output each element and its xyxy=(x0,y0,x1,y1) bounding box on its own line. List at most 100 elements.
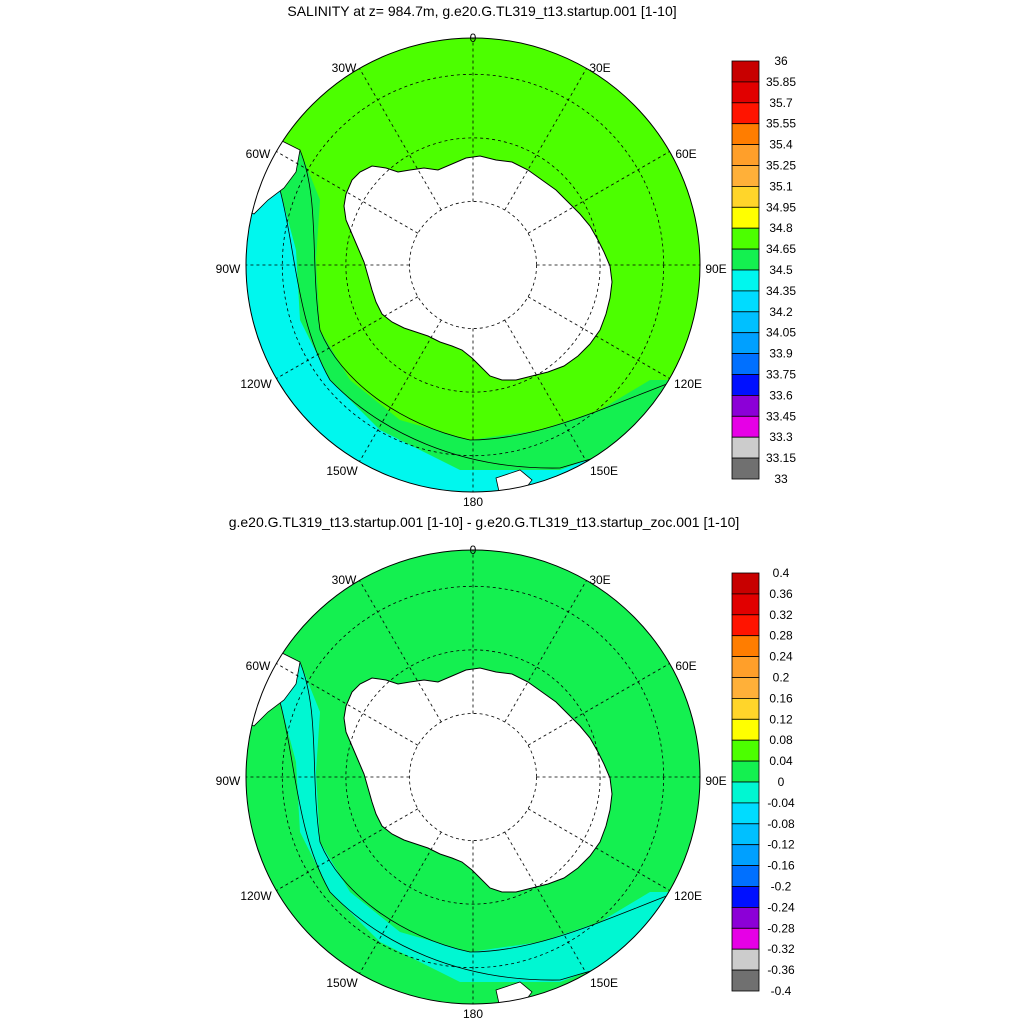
longitude-label: 30W xyxy=(332,573,357,587)
colorbar-swatch xyxy=(731,593,760,616)
bottom-map-title: g.e20.G.TL319_t13.startup.001 [1-10] - g… xyxy=(228,514,740,530)
colorbar-label: -0.28 xyxy=(767,921,795,935)
colorbar-label: 34.05 xyxy=(766,326,796,340)
colorbar-label: -0.04 xyxy=(767,796,795,810)
colorbar-label: -0.4 xyxy=(771,984,792,998)
map-field xyxy=(246,38,700,492)
difference-polar-map: 0 30E 60E 90E 120E 150E 180 150W 120W 90W 60W 30W 0.… xyxy=(216,543,795,1021)
longitude-label: 30E xyxy=(589,573,610,587)
colorbar-label: 34.8 xyxy=(769,221,793,235)
longitude-label: 90E xyxy=(705,262,726,276)
colorbar-swatch xyxy=(731,102,760,125)
longitude-label: 150W xyxy=(326,464,358,478)
colorbar-label: 0.36 xyxy=(769,587,793,601)
longitude-label: 60E xyxy=(675,659,696,673)
colorbar-label: 33.15 xyxy=(766,451,796,465)
colorbar-swatch xyxy=(731,81,760,104)
colorbar-swatch xyxy=(731,760,760,783)
colorbar-swatch xyxy=(731,311,760,334)
longitude-label: 30E xyxy=(589,61,610,75)
longitude-label: 150W xyxy=(326,976,358,990)
colorbar-label: 0.24 xyxy=(769,650,793,664)
colorbar-label: 0 xyxy=(778,775,785,789)
contour-line xyxy=(299,149,691,441)
colorbar-label: 34.65 xyxy=(766,242,796,256)
colorbar-label: 34.95 xyxy=(766,200,796,214)
colorbar-label: 0.32 xyxy=(769,608,793,622)
colorbar-swatch xyxy=(731,823,760,846)
colorbar-swatch xyxy=(731,844,760,867)
colorbar-label: -0.16 xyxy=(767,859,795,873)
outer-ocean-band-2 xyxy=(246,190,700,492)
colorbar-label: 34.35 xyxy=(766,284,796,298)
colorbar-swatch xyxy=(731,436,760,459)
longitude-label: 120W xyxy=(240,377,272,391)
colorbar-label: 35.85 xyxy=(766,75,796,89)
colorbar-swatch xyxy=(731,374,760,396)
colorbar-label: -0.32 xyxy=(767,942,795,956)
colorbar-swatch xyxy=(731,656,760,678)
colorbar-swatch xyxy=(731,123,760,145)
longitude-label: 60W xyxy=(246,147,271,161)
colorbar-label: -0.24 xyxy=(767,900,795,914)
colorbar-label: 0.4 xyxy=(773,566,790,580)
longitude-label: 0 xyxy=(470,543,477,557)
colorbar-label: 35.1 xyxy=(769,179,793,193)
antarctica-land xyxy=(343,667,613,893)
colorbar-swatch xyxy=(731,144,760,166)
colorbar-label: 0.08 xyxy=(769,733,793,747)
colorbar-swatch xyxy=(731,227,760,250)
colorbar-label: 35.55 xyxy=(766,117,796,131)
antarctica-land xyxy=(343,155,613,381)
colorbar-swatch xyxy=(731,635,760,657)
colorbar-swatch xyxy=(731,781,760,804)
map-boundary xyxy=(245,37,701,493)
colorbar-label: 33.75 xyxy=(766,368,796,382)
colorbar-swatch xyxy=(731,572,760,595)
longitude-label: 120W xyxy=(240,889,272,903)
colorbar-swatch xyxy=(731,185,760,208)
colorbar-label: 33.45 xyxy=(766,409,796,423)
colorbar-swatch xyxy=(731,802,760,825)
colorbar-swatch xyxy=(731,290,760,313)
longitude-label: 180 xyxy=(463,495,483,509)
colorbar-swatch xyxy=(731,886,760,908)
colorbar-swatch xyxy=(731,415,760,438)
latitude-circle xyxy=(345,137,601,393)
contour-line xyxy=(299,661,691,953)
outer-ocean-band-2 xyxy=(246,702,700,1004)
colorbar-label: -0.36 xyxy=(767,963,795,977)
colorbar-swatch xyxy=(731,718,760,741)
longitude-label: 30W xyxy=(332,61,357,75)
colorbar-label: 0.2 xyxy=(773,671,790,685)
longitude-label: 150E xyxy=(590,464,618,478)
longitude-label: 180 xyxy=(463,1007,483,1021)
colorbar-swatch xyxy=(731,457,760,480)
longitude-label: 150E xyxy=(590,976,618,990)
colorbar-label: 35.7 xyxy=(769,96,793,110)
colorbar-label: -0.2 xyxy=(771,880,792,894)
colorbar-swatch xyxy=(731,206,760,229)
colorbar-swatch xyxy=(731,948,760,971)
colorbar-swatch xyxy=(731,969,760,992)
colorbar-label: -0.08 xyxy=(767,817,795,831)
longitude-label: 90W xyxy=(216,262,241,276)
colorbar-swatch xyxy=(731,697,760,720)
colorbar-label: 33.9 xyxy=(769,347,793,361)
colorbar-label: 33 xyxy=(774,472,788,486)
colorbar-label: 34.5 xyxy=(769,263,793,277)
longitude-label: 90E xyxy=(705,774,726,788)
salinity-polar-map: 0 30E 60E 90E 120E 150E 180 150W 120W 90W 60W 30W 36… xyxy=(216,31,797,509)
colorbar-swatch xyxy=(731,394,760,417)
latitude-circle xyxy=(345,649,601,905)
colorbar-label: 35.25 xyxy=(766,159,796,173)
colorbar-label: 36 xyxy=(774,54,788,68)
map-boundary xyxy=(245,549,701,1005)
longitude-label: 60W xyxy=(246,659,271,673)
colorbar-label: 34.2 xyxy=(769,305,793,319)
colorbar-swatch xyxy=(731,353,760,375)
colorbar-swatch xyxy=(731,906,760,929)
colorbar-swatch xyxy=(731,332,760,355)
colorbar-swatch xyxy=(731,927,760,950)
colorbar-swatch xyxy=(731,677,760,699)
